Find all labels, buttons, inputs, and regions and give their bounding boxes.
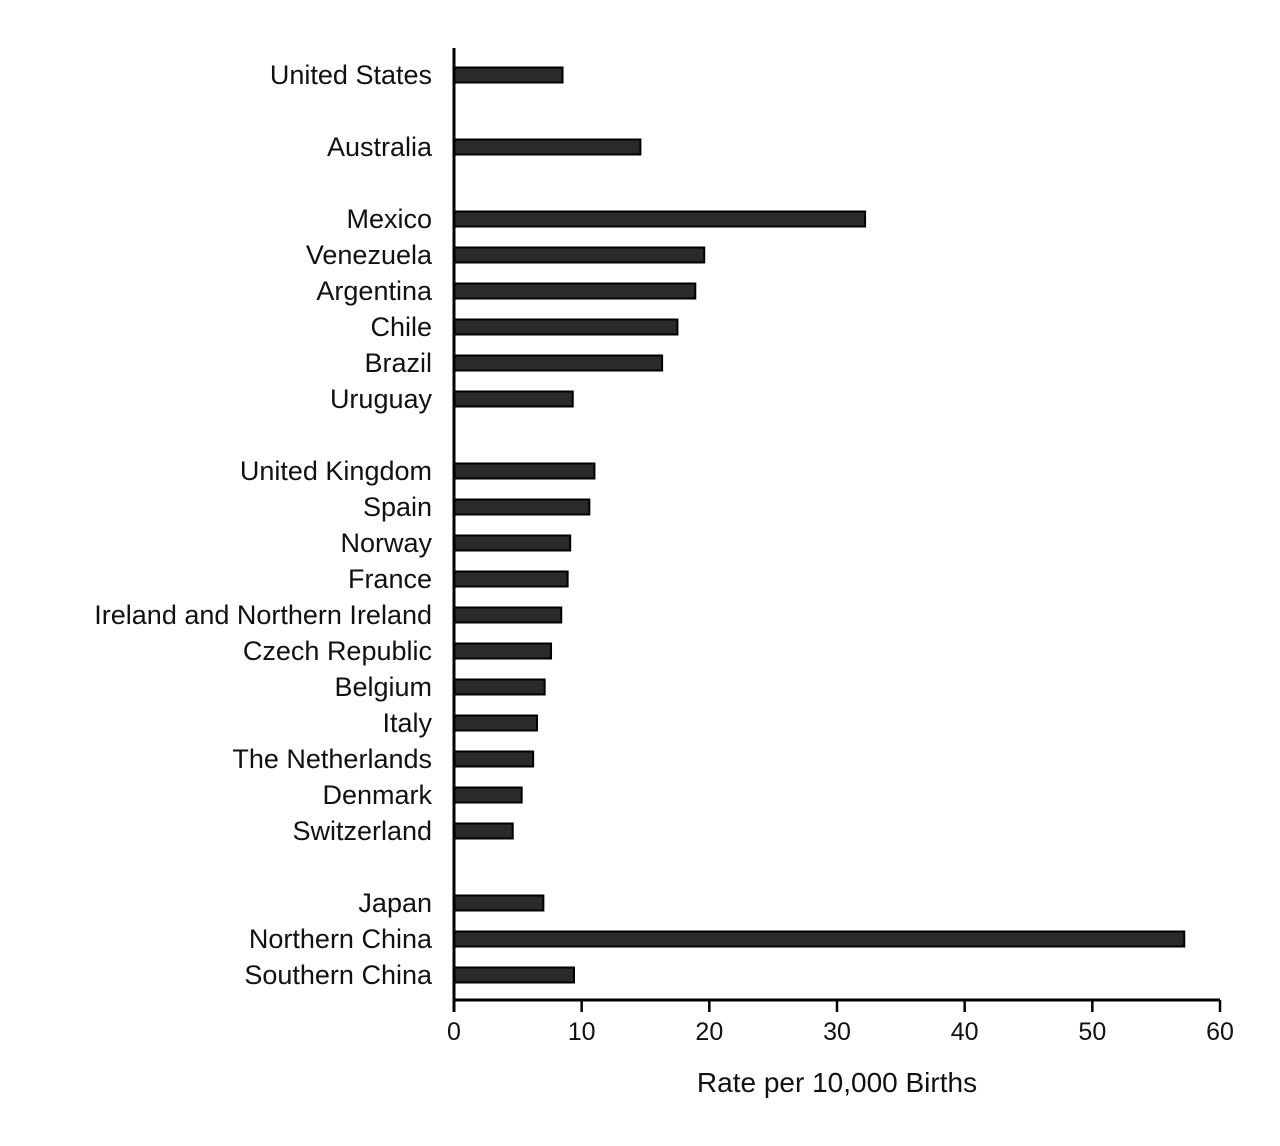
bars-layer — [453, 66, 1186, 984]
bar-argentina — [453, 282, 697, 300]
bar-denmark — [453, 786, 523, 804]
x-tick-label-40: 40 — [951, 1018, 979, 1046]
bar-the-netherlands — [453, 750, 535, 768]
category-label-chile: Chile — [370, 312, 432, 342]
bar-spain — [453, 498, 591, 516]
category-label-southern-china: Southern China — [244, 960, 433, 990]
x-tick-label-0: 0 — [447, 1018, 461, 1046]
x-axis-title: Rate per 10,000 Births — [697, 1067, 977, 1098]
x-tick-label-20: 20 — [695, 1018, 723, 1046]
bar-united-states — [453, 66, 564, 84]
category-label-belgium: Belgium — [334, 672, 432, 702]
category-label-australia: Australia — [327, 132, 433, 162]
bar-france — [453, 570, 569, 588]
category-label-czech-republic: Czech Republic — [243, 636, 432, 666]
category-label-ireland-and-northern-ireland: Ireland and Northern Ireland — [94, 600, 432, 630]
category-label-northern-china: Northern China — [249, 924, 433, 954]
bar-norway — [453, 534, 572, 552]
bar-belgium — [453, 678, 546, 696]
bar-switzerland — [453, 822, 514, 840]
category-label-brazil: Brazil — [364, 348, 432, 378]
category-label-spain: Spain — [363, 492, 432, 522]
bar-mexico — [453, 210, 867, 228]
category-label-venezuela: Venezuela — [306, 240, 433, 270]
category-label-mexico: Mexico — [346, 204, 432, 234]
bar-japan — [453, 894, 545, 912]
bar-czech-republic — [453, 642, 553, 660]
bar-chile — [453, 318, 679, 336]
category-label-argentina: Argentina — [316, 276, 433, 306]
bar-southern-china — [453, 966, 576, 984]
category-label-japan: Japan — [358, 888, 432, 918]
category-label-denmark: Denmark — [322, 780, 432, 810]
x-axis-ticks: 0 10 20 30 40 50 60 — [447, 1000, 1234, 1046]
x-tick-label-30: 30 — [823, 1018, 851, 1046]
bar-uruguay — [453, 390, 574, 408]
bar-united-kingdom — [453, 462, 596, 480]
category-label-italy: Italy — [382, 708, 432, 738]
bar-brazil — [453, 354, 664, 372]
category-label-united-states: United States — [270, 60, 432, 90]
bar-ireland-and-northern-ireland — [453, 606, 563, 624]
category-labels: United States Australia Mexico Venezuela Arg… — [94, 60, 433, 990]
bar-australia — [453, 138, 642, 156]
x-tick-label-60: 60 — [1206, 1018, 1234, 1046]
category-label-france: France — [348, 564, 432, 594]
category-label-united-kingdom: United Kingdom — [240, 456, 432, 486]
category-label-the-netherlands: The Netherlands — [232, 744, 432, 774]
bar-italy — [453, 714, 538, 732]
category-label-norway: Norway — [340, 528, 432, 558]
category-label-switzerland: Switzerland — [292, 816, 432, 846]
x-tick-label-50: 50 — [1078, 1018, 1106, 1046]
bar-venezuela — [453, 246, 706, 264]
category-label-uruguay: Uruguay — [330, 384, 433, 414]
bar-northern-china — [453, 930, 1186, 948]
x-tick-label-10: 10 — [568, 1018, 596, 1046]
